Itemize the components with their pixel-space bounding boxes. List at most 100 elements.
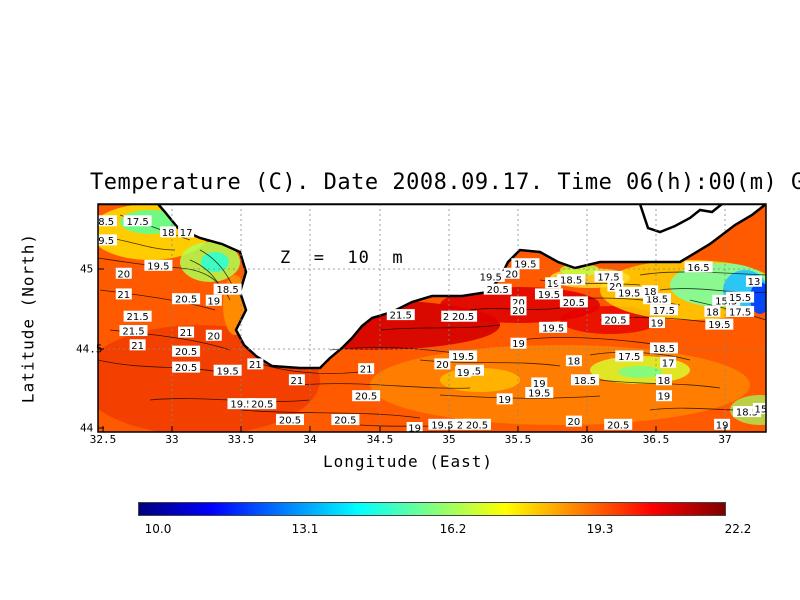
contour-label-text: 20.5 [251, 400, 273, 411]
contour-label: 16.5 [684, 261, 713, 274]
cool-patch-3 [618, 366, 662, 378]
x-tick-label: 33.5 [227, 433, 255, 446]
contour-label: 19 [510, 337, 527, 350]
contour-label-text: 19.5 [618, 288, 640, 299]
contour-label-text: 19.5 [514, 260, 536, 271]
contour-label: 20 [503, 267, 520, 280]
contour-label: 21 [115, 288, 132, 301]
y-tick-label: 44.5 [76, 342, 103, 356]
contour-label-text: 18.5 [646, 295, 668, 306]
contour-label-text: 18.5 [653, 344, 675, 355]
contour-label-text: 19 [457, 368, 470, 379]
contour-label-text: 20.5 [175, 363, 197, 374]
contour-label-text: 17.5 [729, 307, 751, 318]
contour-label: 19.5 [615, 286, 644, 299]
contour-label-text: 17 [180, 228, 193, 239]
contour-label-text: 20.5 [487, 285, 509, 296]
x-tick-label: 35 [442, 433, 456, 446]
contour-label: 18.5 [649, 342, 678, 355]
x-tick-label: 34 [303, 433, 317, 446]
contour-label-text: 18.5 [736, 408, 758, 419]
land-crimea [98, 204, 766, 370]
contour-label-text: 18 [162, 228, 175, 239]
contour-label-text: 17.5 [597, 272, 619, 283]
contour-label-text: 21 [117, 290, 130, 301]
contour-label: 19.5 [449, 350, 478, 363]
cool-west-core-2 [201, 252, 229, 272]
contour-label-text: 19 [658, 392, 671, 403]
contour-label: 20.5 [462, 418, 491, 431]
contour-label-text: 20.5 [279, 416, 301, 427]
contour-label-text: 19.5 [542, 323, 564, 334]
contour-label: 19 [545, 277, 562, 290]
contour-label-text: 21.5 [122, 327, 144, 338]
contour-label: 15.5 [726, 291, 755, 304]
contour-label: 17.5 [726, 305, 755, 318]
contour-label-text: 18.5 [560, 276, 582, 287]
contour-label: 20.5 [331, 414, 360, 427]
contour-label: 20.5 [604, 418, 633, 431]
x-tick-label: 32.5 [89, 433, 117, 446]
contour-label: 19.5 [213, 364, 242, 377]
contour-label: 15 [752, 402, 766, 415]
contour-label: 20.5 [559, 296, 588, 309]
contour-label: 20.5 [275, 414, 304, 427]
contour-label: 18.5 [557, 274, 586, 287]
colorbar-tick: 13.1 [291, 522, 319, 536]
contour-label-text: 19.5 [230, 400, 252, 411]
contour-label-text: 20.5 [175, 347, 197, 358]
colorbar-tick: 10.0 [144, 522, 172, 536]
contour-label-text: 19.5 [92, 236, 114, 247]
contour-label-text: 17 [662, 358, 675, 369]
contour-label: 21.5 [119, 325, 148, 338]
axis-tick-marks [98, 268, 726, 432]
contour-label-text: 18.5 [574, 376, 596, 387]
colorbar [138, 502, 726, 516]
contour-label: 20.5 [483, 283, 512, 296]
contour-label-text: 20 [512, 306, 525, 317]
contour-label: 19 [406, 422, 423, 432]
y-tick-label: 44 [80, 421, 94, 435]
contour-label: 19 [655, 390, 672, 403]
x-tick-label: 33 [165, 433, 179, 446]
contour-label: 17.5 [615, 350, 644, 363]
contour-label-text: 19 [651, 319, 664, 330]
contour-label-text: 19 [207, 296, 220, 307]
contour-label-text: 21 [131, 341, 144, 352]
contour-label: 21 [247, 358, 264, 371]
contour-label-text: 20 [512, 298, 525, 309]
contour-label: 21 [358, 363, 375, 376]
y-tick-label: 45 [80, 262, 94, 276]
contour-label-text: 19 [498, 395, 511, 406]
contour-label: 17 [660, 356, 677, 369]
contour-label: 19 [496, 393, 513, 406]
depth-annotation: Z = 10 m [280, 248, 404, 268]
contour-label: 18.5 [733, 406, 762, 419]
contour-label-text: 20.5 [334, 416, 356, 427]
contour-label-text: 19.5 [217, 366, 239, 377]
contour-label-text: 18.5 [217, 285, 239, 296]
contour-label-text: 20 [505, 269, 518, 280]
contour-label: 20 [434, 358, 451, 371]
contour-label: 21 [129, 339, 146, 352]
contour-label-text: 19 [512, 339, 525, 350]
contour-label: 17 [178, 226, 195, 239]
colorbar-tick: 22.2 [724, 522, 752, 536]
contour-label-text: 18.5 [92, 217, 114, 228]
contour-label: 18.5 [213, 283, 242, 296]
map-title: Temperature (C). Date 2008.09.17. Time 0… [90, 170, 800, 195]
contour-label: 18.5 [643, 293, 671, 306]
contour-label-text: 18 [706, 307, 719, 318]
contour-label: 21 [178, 326, 195, 339]
contour-label-text: 20.5 [175, 295, 197, 306]
contour-label-text: 21 [249, 360, 262, 371]
contour-label: 19 [714, 418, 731, 431]
contour-label: 19.5 [511, 258, 540, 271]
contour-label: 20.5 [172, 293, 201, 306]
contour-label: 19 [531, 377, 548, 390]
y-axis-label: Latitude (North) [18, 232, 38, 404]
contour-label: 20.5 [172, 361, 201, 374]
contour-label-text: 20 [436, 360, 449, 371]
